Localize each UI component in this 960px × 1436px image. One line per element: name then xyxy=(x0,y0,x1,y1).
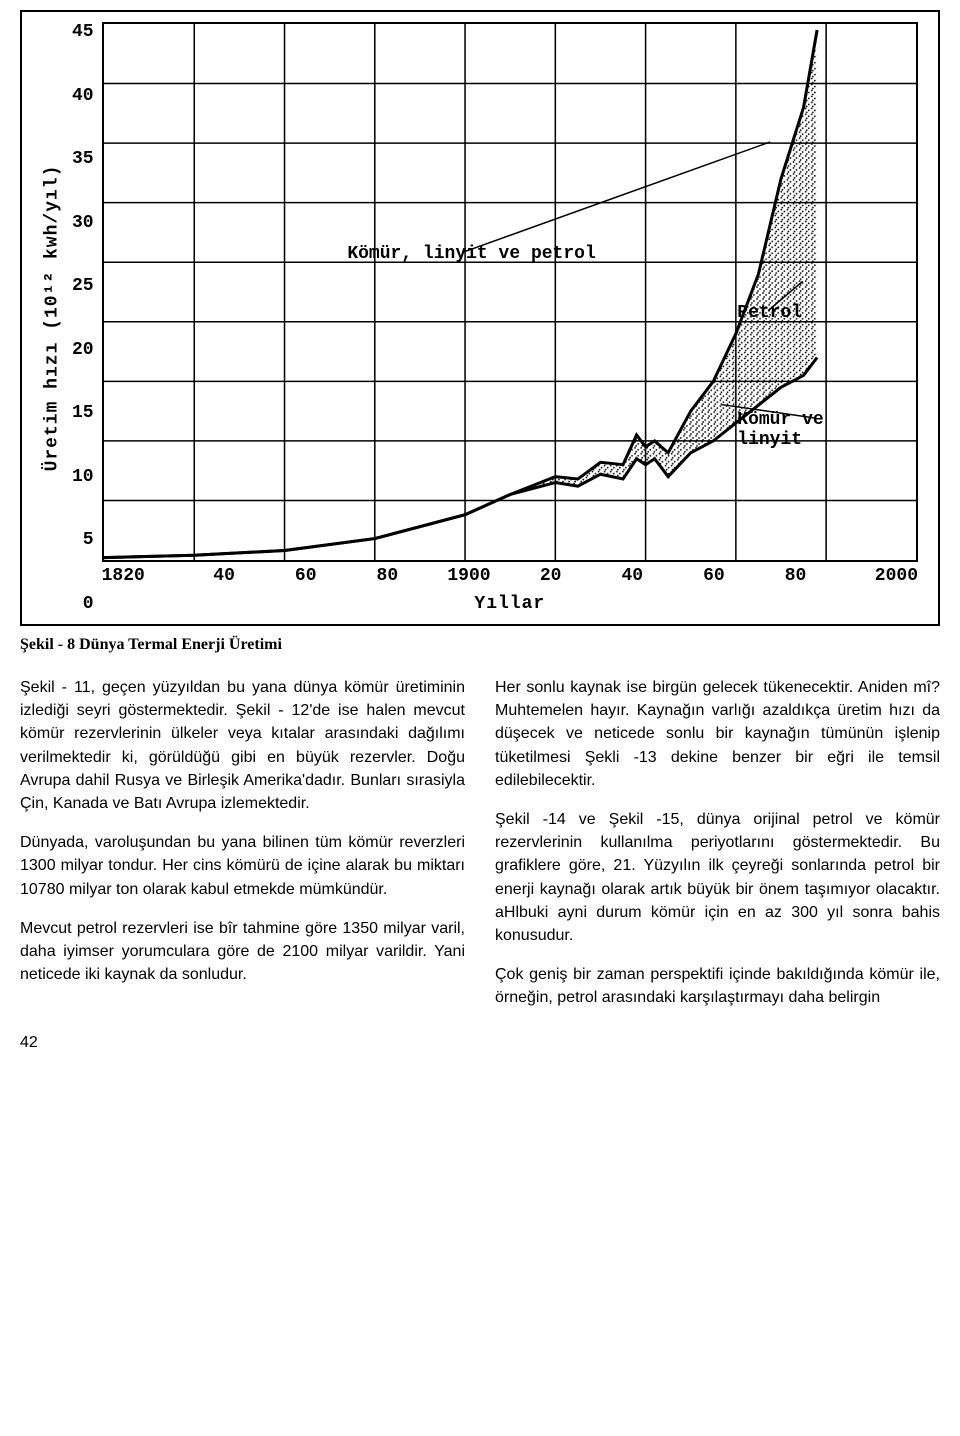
x-tick: 80 xyxy=(347,566,429,586)
y-tick: 10 xyxy=(72,467,94,487)
body-paragraph: Mevcut petrol rezervleri ise bîr tahmine… xyxy=(20,917,465,987)
body-paragraph: Dünyada, varoluşundan bu yana bilinen tü… xyxy=(20,831,465,901)
body-paragraph: Şekil - 11, geçen yüzyıldan bu yana düny… xyxy=(20,676,465,815)
x-tick: 80 xyxy=(755,566,837,586)
body-paragraph: Şekil -14 ve Şekil -15, dünya orijinal p… xyxy=(495,808,940,947)
plot-column: Kömür, linyit ve petrol Petrol Kömür velin… xyxy=(102,22,918,614)
x-tick: 60 xyxy=(673,566,755,586)
y-axis-label: Üretim hızı (10¹² kwh/yıl) xyxy=(42,165,62,472)
page-number: 42 xyxy=(20,1034,940,1052)
y-axis-label-col: Üretim hızı (10¹² kwh/yıl) xyxy=(32,22,72,614)
x-tick: 20 xyxy=(510,566,592,586)
figure-frame: Üretim hızı (10¹² kwh/yıl) 4540353025201… xyxy=(20,10,940,626)
y-axis-ticks: 45 40 35 30 25 20 15 10 5 0 xyxy=(72,22,102,614)
body-text-columns: Şekil - 11, geçen yüzyıldan bu yana düny… xyxy=(20,676,940,1014)
x-axis-ticks: 18204060801900204060802000 xyxy=(102,562,918,586)
chart-svg xyxy=(104,24,916,560)
x-tick: 40 xyxy=(591,566,673,586)
body-paragraph: Çok geniş bir zaman perspektifi içinde b… xyxy=(495,963,940,1009)
x-tick: 2000 xyxy=(836,566,918,586)
y-tick: 15 xyxy=(72,403,94,423)
x-tick: 40 xyxy=(183,566,265,586)
chart-annotation: Kömür, linyit ve petrol xyxy=(347,244,595,264)
y-tick: 5 xyxy=(83,530,94,550)
chart-plot-area: Kömür, linyit ve petrol Petrol Kömür velin… xyxy=(102,22,918,562)
chart-annotation: Kömür velinyit xyxy=(737,410,823,450)
y-tick: 25 xyxy=(72,276,94,296)
y-tick: 30 xyxy=(72,213,94,233)
x-axis-label: Yıllar xyxy=(102,594,918,614)
x-tick: 60 xyxy=(265,566,347,586)
x-tick: 1900 xyxy=(428,566,510,586)
figure-caption: Şekil - 8 Dünya Termal Enerji Üretimi xyxy=(20,636,940,654)
chart-annotation: Petrol xyxy=(737,303,802,323)
y-tick: 0 xyxy=(83,594,94,614)
y-tick: 20 xyxy=(72,340,94,360)
y-tick: 40 xyxy=(72,86,94,106)
chart-container: Üretim hızı (10¹² kwh/yıl) 4540353025201… xyxy=(32,22,918,614)
y-tick: 45 xyxy=(72,22,94,42)
body-paragraph: Her sonlu kaynak ise birgün gelecek tüke… xyxy=(495,676,940,792)
y-tick: 35 xyxy=(72,149,94,169)
x-tick: 1820 xyxy=(102,566,184,586)
